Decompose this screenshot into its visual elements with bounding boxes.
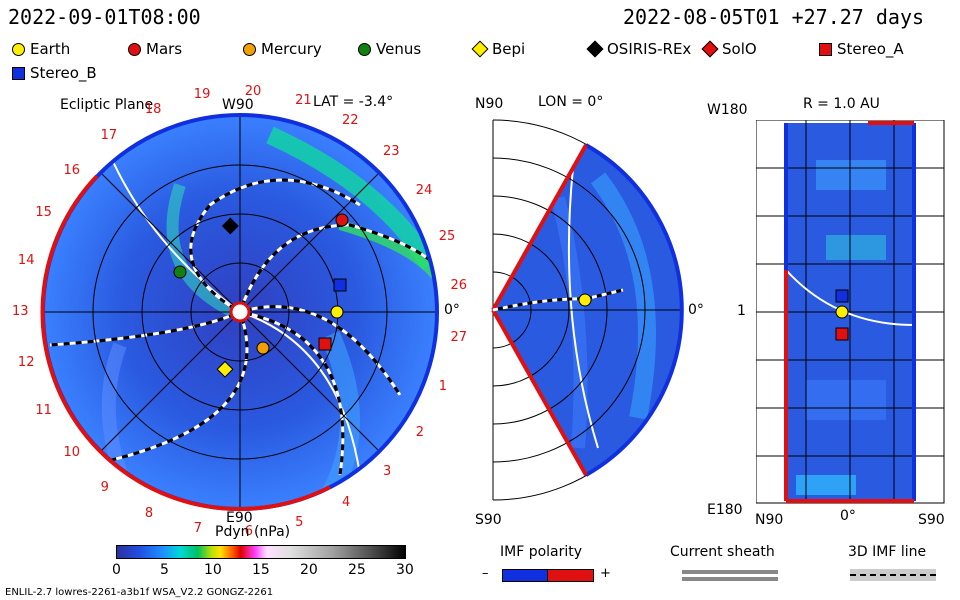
carrington-label: 9 <box>100 480 109 496</box>
carrington-label: 11 <box>35 402 52 418</box>
panel1-top-label: W90 <box>222 97 254 113</box>
legend-label-mercury: Mercury <box>261 40 322 58</box>
carrington-label: 26 <box>450 278 468 294</box>
panel1-right-label: 0° <box>444 302 460 318</box>
legend-label-earth: Earth <box>30 40 71 58</box>
carrington-label: 17 <box>100 127 118 143</box>
carrington-label: 10 <box>63 445 81 461</box>
bepi-marker <box>216 360 234 378</box>
panel2-lon: LON = 0° <box>538 94 604 110</box>
carrington-label: 4 <box>342 494 351 510</box>
carrington-label: 24 <box>415 183 433 199</box>
stereo-a-map-marker <box>835 327 849 341</box>
osiris-rex-marker <box>221 217 239 235</box>
carrington-label: 25 <box>438 228 456 244</box>
carrington-label: 5 <box>295 514 304 530</box>
imf-minus: – <box>482 566 489 581</box>
model-time: 2022-09-01T08:00 <box>8 5 201 29</box>
carrington-label: 21 <box>295 93 312 109</box>
carrington-label: 22 <box>342 113 359 129</box>
panel2-top: N90 <box>475 96 504 112</box>
legend-marker-earth <box>12 43 25 56</box>
earth-marker-meridional <box>578 293 592 307</box>
sheath-title: Current sheath <box>670 544 775 560</box>
carrington-label: 14 <box>17 253 35 269</box>
colorbar-tick: 10 <box>204 562 222 578</box>
imfline-title: 3D IMF line <box>848 544 927 560</box>
run-time: 2022-08-05T01 +27.27 days <box>623 5 925 29</box>
colorbar-tick: 0 <box>112 562 121 578</box>
footer-text: ENLIL-2.7 lowres-2261-a3b1f WSA_V2.2 GON… <box>5 587 274 598</box>
colorbar-title: Pdyn (nPa) <box>215 524 291 540</box>
imf-title: IMF polarity <box>500 544 583 560</box>
sheath-swatch-1 <box>682 570 778 574</box>
legend-marker-osiris-rex <box>586 40 604 58</box>
legend-marker-venus <box>358 43 371 56</box>
meridional-panel <box>491 119 684 501</box>
panel3-left-top: W180 <box>707 102 748 118</box>
panel3-top: R = 1.0 AU <box>803 96 880 112</box>
carrington-label: 6 <box>244 523 254 539</box>
legend-marker-stereo-a <box>819 43 832 56</box>
carrington-label: 18 <box>144 101 162 117</box>
imfline-swatch <box>850 574 936 576</box>
panel2-bottom: S90 <box>475 512 502 528</box>
colorbar-tick: 15 <box>252 562 270 578</box>
imf-negative-swatch <box>502 569 549 582</box>
mercury-marker <box>256 341 270 355</box>
carrington-label: 1 <box>438 379 447 395</box>
carrington-label: 7 <box>193 520 203 536</box>
carrington-label: 15 <box>35 205 52 221</box>
colorbar-tick: 30 <box>396 562 414 578</box>
panel1-title: Ecliptic Plane <box>60 97 154 113</box>
panel3-bottom-right: S90 <box>918 512 945 528</box>
colorbar-tick: 25 <box>348 562 366 578</box>
earth-marker <box>330 305 344 319</box>
stereo-b-map-marker <box>835 289 849 303</box>
carrington-label: 20 <box>244 84 262 100</box>
carrington-label: 27 <box>450 329 468 345</box>
carrington-label: 23 <box>382 143 400 159</box>
colorbar-tick: 5 <box>160 562 169 578</box>
panel3-bottom-mid: 0° <box>840 508 856 524</box>
colorbar <box>116 545 406 559</box>
legend-marker-stereo-b <box>12 67 25 80</box>
carrington-label: 2 <box>415 424 425 440</box>
carrington-label: 19 <box>193 87 211 103</box>
earth-map-marker <box>835 305 849 319</box>
panel3-left-mid: 1 <box>737 303 746 319</box>
legend-marker-mars <box>128 43 141 56</box>
carrington-label: 12 <box>17 354 35 370</box>
sheath-swatch-2 <box>682 577 778 581</box>
imf-plus: + <box>600 566 611 581</box>
legend-label-osiris-rex: OSIRIS-REx <box>607 40 692 58</box>
legend-label-mars: Mars <box>146 40 183 58</box>
legend-marker-solo <box>701 40 719 58</box>
legend-label-venus: Venus <box>376 40 422 58</box>
legend-label-stereo-a: Stereo_A <box>837 40 904 58</box>
imf-positive-swatch <box>547 569 594 582</box>
venus-marker <box>173 265 187 279</box>
colorbar-tick: 20 <box>300 562 318 578</box>
carrington-label: 16 <box>63 162 81 178</box>
au-map-panel <box>756 120 945 504</box>
legend-label-stereo-b: Stereo_B <box>30 64 97 82</box>
stereo-b-marker <box>333 278 347 292</box>
legend-label-bepi: Bepi <box>492 40 526 58</box>
carrington-label: 8 <box>144 506 154 521</box>
stereo-a-marker <box>318 337 332 351</box>
panel1-lat: LAT = -3.4° <box>313 94 394 110</box>
panel3-left-bottom: E180 <box>707 502 743 518</box>
panel1-bottom-label: E90 <box>226 510 253 526</box>
panel2-right: 0° <box>688 302 704 318</box>
carrington-label: 13 <box>12 304 29 319</box>
carrington-label: 3 <box>382 464 392 480</box>
legend-marker-bepi <box>471 40 489 58</box>
panel3-bottom-left: N90 <box>755 512 784 528</box>
mars-marker <box>335 213 349 227</box>
legend-marker-mercury <box>243 43 256 56</box>
legend-label-solo: SolO <box>722 40 757 58</box>
ecliptic-panel <box>40 113 439 512</box>
